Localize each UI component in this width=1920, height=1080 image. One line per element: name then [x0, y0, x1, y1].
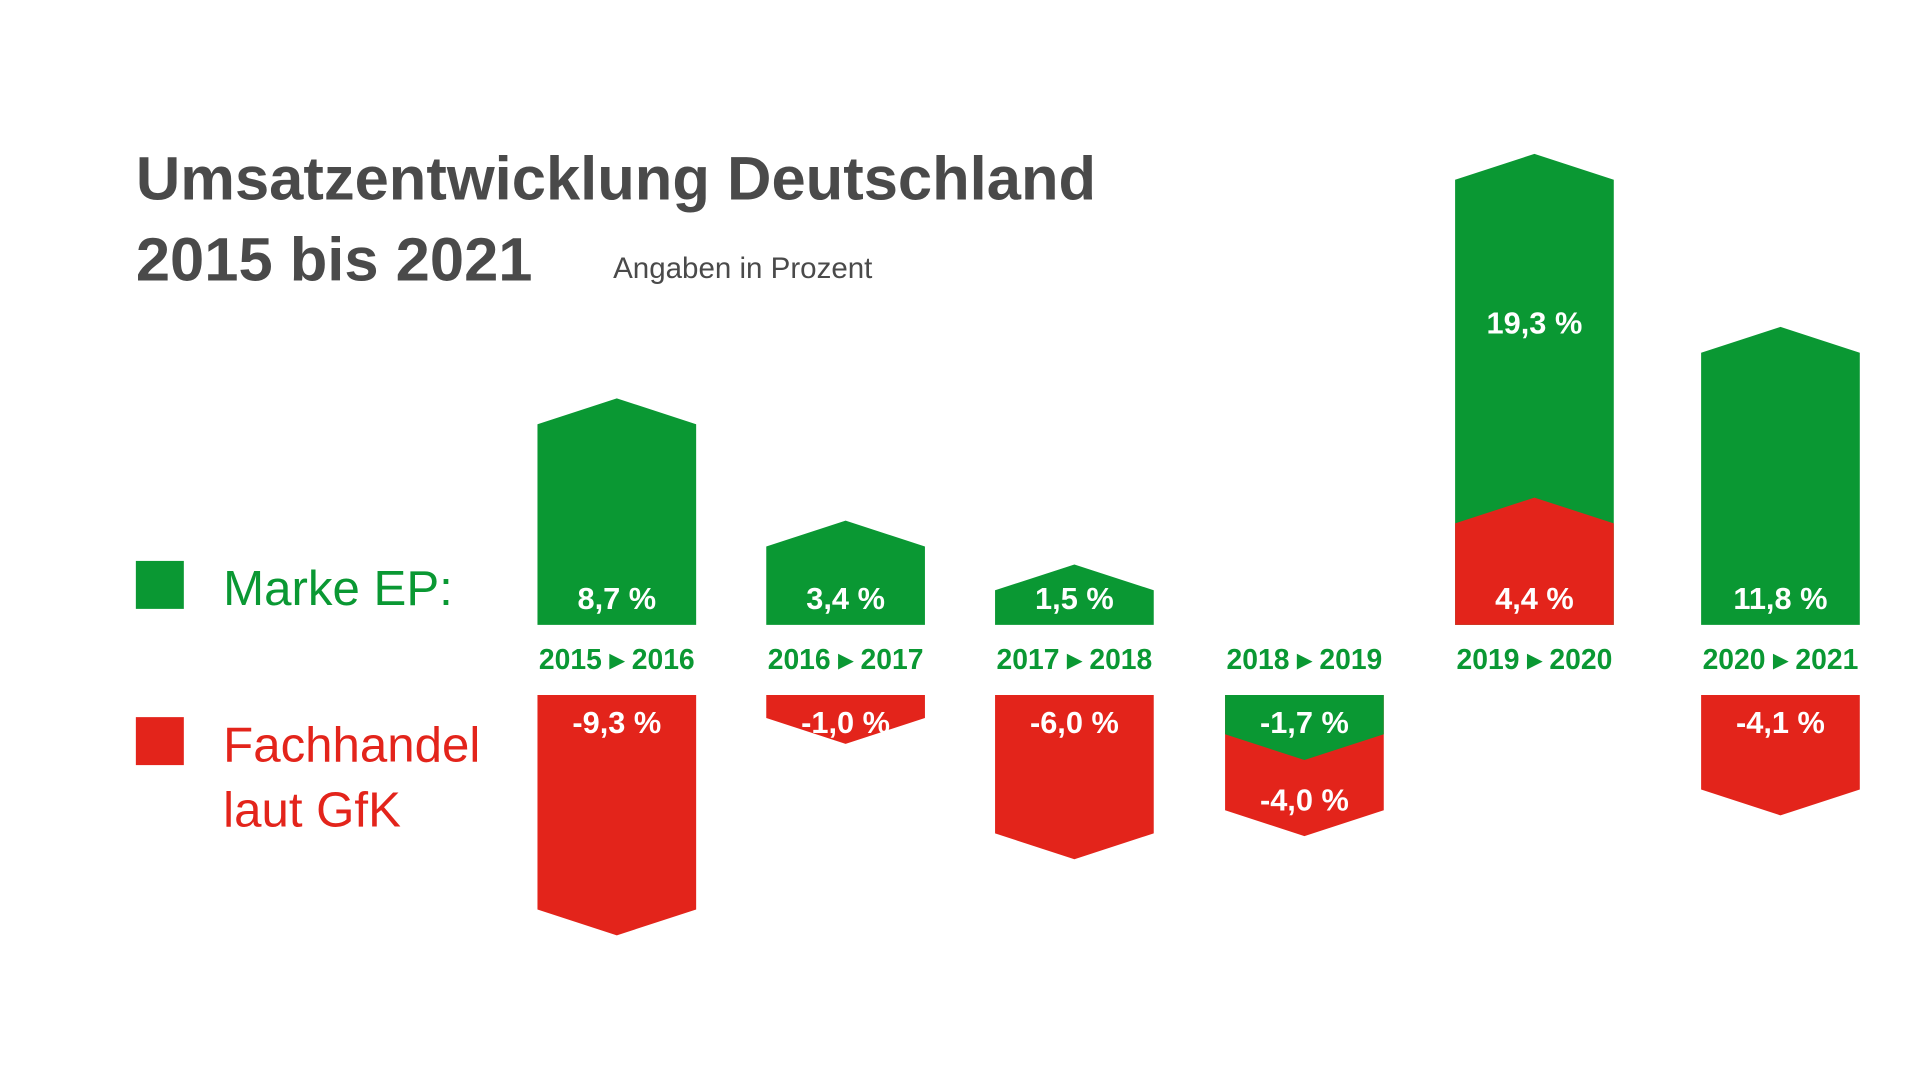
category-label: 2015 ▸ 2016 [539, 643, 695, 675]
data-label-ep: -1,7 % [1260, 705, 1349, 740]
legend-label-gfk-line1: Fachhandel [223, 717, 480, 772]
data-label-ep: 19,3 % [1487, 305, 1583, 340]
category-label: 2020 ▸ 2021 [1703, 643, 1859, 675]
category-label: 2019 ▸ 2020 [1457, 643, 1613, 675]
category-label: 2017 ▸ 2018 [997, 643, 1153, 675]
bar-ep [1225, 694, 1384, 761]
bar-ep [995, 564, 1154, 625]
legend-swatch-gfk [135, 717, 184, 766]
bar-gfk [1455, 497, 1614, 625]
legend-label-gfk-line2: laut GfK [223, 783, 401, 838]
bar-ep [766, 520, 925, 625]
data-label-ep: 1,5 % [1035, 581, 1114, 616]
legend-swatch-ep [135, 560, 184, 609]
category-label: 2018 ▸ 2019 [1227, 643, 1383, 675]
chart-title: Umsatzentwicklung Deutschland [136, 144, 1096, 213]
data-label-ep: 11,8 % [1733, 581, 1827, 616]
data-label-ep: 3,4 % [806, 581, 885, 616]
bar-ep [1455, 153, 1614, 625]
data-label-gfk: -6,0 % [1030, 705, 1119, 740]
legend-label-ep: Marke EP: [223, 561, 453, 616]
bar-gfk [537, 694, 697, 936]
category-label: 2016 ▸ 2017 [768, 643, 924, 675]
bar-ep [537, 398, 697, 625]
bar-gfk [766, 694, 925, 744]
chart-title-line2: 2015 bis 2021 [136, 225, 533, 294]
data-label-gfk: 4,4 % [1495, 581, 1574, 616]
data-label-gfk: -4,1 % [1736, 705, 1825, 740]
bar-gfk [1701, 694, 1860, 816]
data-label-gfk: -9,3 % [572, 705, 661, 740]
data-label-gfk: -1,0 % [801, 705, 890, 740]
data-label-ep: 8,7 % [577, 581, 656, 616]
bar-ep [1701, 326, 1860, 625]
bar-gfk [995, 694, 1154, 860]
data-label-gfk: -4,0 % [1260, 783, 1349, 818]
chart-subtitle: Angaben in Prozent [613, 252, 872, 285]
